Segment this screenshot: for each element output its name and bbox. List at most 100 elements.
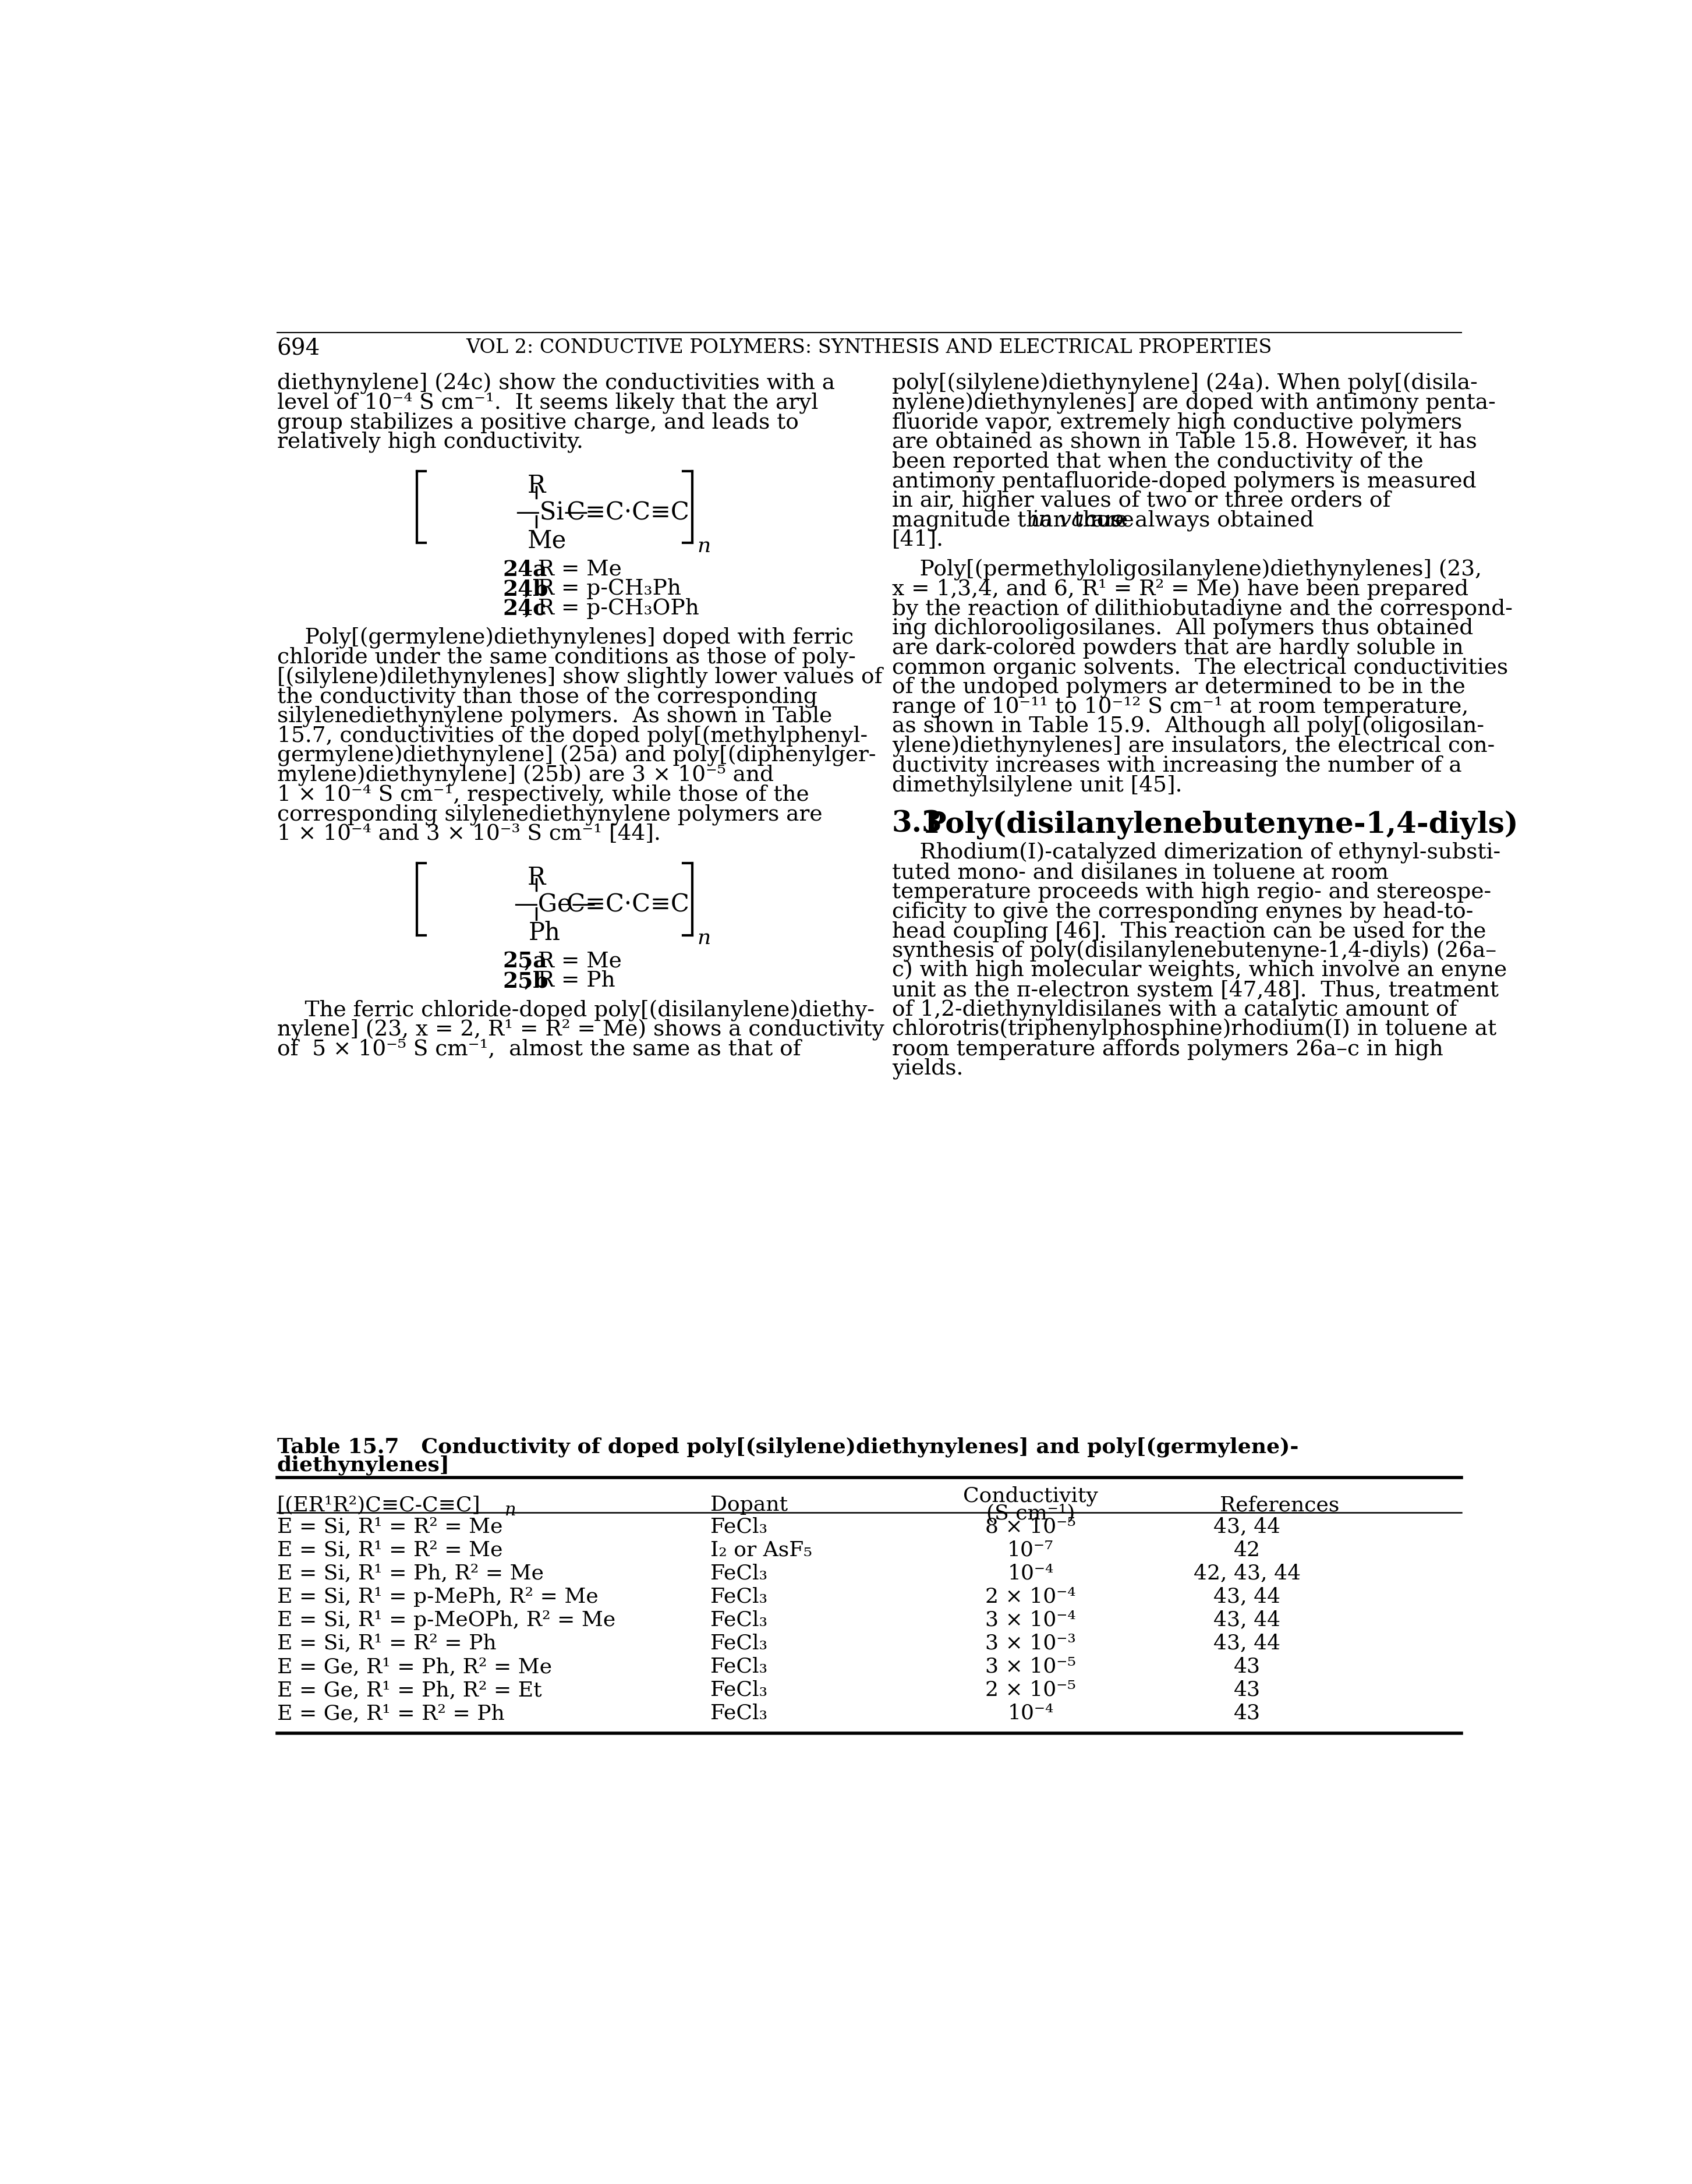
Text: poly[(silylene)diethynylene] (24a). When poly[(disila-: poly[(silylene)diethynylene] (24a). When… — [892, 373, 1477, 395]
Text: FeCl₃: FeCl₃ — [711, 1564, 766, 1583]
Text: 24a: 24a — [503, 559, 547, 581]
Text: by the reaction of dilithiobutadiyne and the correspond-: by the reaction of dilithiobutadiyne and… — [892, 598, 1513, 620]
Text: FeCl₃: FeCl₃ — [711, 1658, 766, 1677]
Text: cificity to give the corresponding enynes by head-to-: cificity to give the corresponding enyne… — [892, 902, 1474, 922]
Text: FeCl₃: FeCl₃ — [711, 1679, 766, 1699]
Text: c) with high molecular weights, which involve an enyne: c) with high molecular weights, which in… — [892, 961, 1508, 981]
Text: 43, 44: 43, 44 — [1213, 1518, 1281, 1538]
Text: E = Si, R¹ = Ph, R² = Me: E = Si, R¹ = Ph, R² = Me — [277, 1564, 543, 1583]
Text: dimethylsilylene unit [45].: dimethylsilylene unit [45]. — [892, 775, 1183, 795]
Text: , R = Me: , R = Me — [525, 950, 621, 972]
Text: I₂ or AsF₅: I₂ or AsF₅ — [711, 1540, 812, 1559]
Text: References: References — [1220, 1496, 1340, 1516]
Text: E = Si, R¹ = R² = Me: E = Si, R¹ = R² = Me — [277, 1540, 503, 1559]
Text: tuted mono- and disilanes in toluene at room: tuted mono- and disilanes in toluene at … — [892, 863, 1389, 882]
Text: E = Si, R¹ = R² = Me: E = Si, R¹ = R² = Me — [277, 1518, 503, 1538]
Text: magnitude than those: magnitude than those — [892, 511, 1140, 531]
Text: relatively high conductivity.: relatively high conductivity. — [277, 432, 584, 452]
Text: 1 × 10⁻⁴ S cm⁻¹, respectively, while those of the: 1 × 10⁻⁴ S cm⁻¹, respectively, while tho… — [277, 784, 809, 806]
Text: n: n — [504, 1503, 516, 1520]
Text: FeCl₃: FeCl₃ — [711, 1518, 766, 1538]
Text: 15.7, conductivities of the doped poly[(methylphenyl-: 15.7, conductivities of the doped poly[(… — [277, 725, 868, 747]
Text: chloride under the same conditions as those of poly-: chloride under the same conditions as th… — [277, 646, 856, 668]
Text: nylene)diethynylenes] are doped with antimony penta-: nylene)diethynylenes] are doped with ant… — [892, 393, 1496, 413]
Text: E = Ge, R¹ = R² = Ph: E = Ge, R¹ = R² = Ph — [277, 1704, 504, 1723]
Text: E = Ge, R¹ = Ph, R² = Et: E = Ge, R¹ = Ph, R² = Et — [277, 1679, 541, 1699]
Text: diethynylene] (24c) show the conductivities with a: diethynylene] (24c) show the conductivit… — [277, 373, 834, 395]
Text: E = Si, R¹ = p-MePh, R² = Me: E = Si, R¹ = p-MePh, R² = Me — [277, 1588, 599, 1607]
Text: fluoride vapor, extremely high conductive polymers: fluoride vapor, extremely high conductiv… — [892, 413, 1462, 432]
Text: 3 × 10⁻⁴: 3 × 10⁻⁴ — [985, 1610, 1076, 1629]
Text: —Si—: —Si— — [514, 500, 589, 524]
Text: 2 × 10⁻⁵: 2 × 10⁻⁵ — [985, 1679, 1076, 1699]
Text: ductivity increases with increasing the number of a: ductivity increases with increasing the … — [892, 756, 1462, 778]
Text: [(ER¹R²)C≡C-C≡C]: [(ER¹R²)C≡C-C≡C] — [277, 1496, 481, 1516]
Text: 694: 694 — [277, 339, 320, 360]
Text: 43, 44: 43, 44 — [1213, 1610, 1281, 1629]
Text: are dark-colored powders that are hardly soluble in: are dark-colored powders that are hardly… — [892, 638, 1464, 660]
Text: 43: 43 — [1233, 1679, 1261, 1699]
Text: germylene)diethynylene] (25a) and poly[(diphenylger-: germylene)diethynylene] (25a) and poly[(… — [277, 745, 876, 767]
Text: 10⁻⁴: 10⁻⁴ — [1007, 1704, 1054, 1723]
Text: R: R — [528, 474, 545, 498]
Text: E = Si, R¹ = R² = Ph: E = Si, R¹ = R² = Ph — [277, 1634, 496, 1653]
Text: [(silylene)dilethynylenes] show slightly lower values of: [(silylene)dilethynylenes] show slightly… — [277, 666, 882, 688]
Text: R = Me: R = Me — [525, 559, 621, 579]
Text: , R = p-CH₃Ph: , R = p-CH₃Ph — [525, 579, 680, 598]
Text: of 1,2-diethynyldisilanes with a catalytic amount of: of 1,2-diethynyldisilanes with a catalyt… — [892, 1000, 1457, 1020]
Text: [41].: [41]. — [892, 529, 944, 550]
Text: , R = p-CH₃OPh: , R = p-CH₃OPh — [525, 598, 699, 618]
Text: as shown in Table 15.9.  Although all poly[(oligosilan-: as shown in Table 15.9. Although all pol… — [892, 716, 1484, 738]
Text: Poly[(germylene)diethynylenes] doped with ferric: Poly[(germylene)diethynylenes] doped wit… — [277, 627, 853, 649]
Text: yields.: yields. — [892, 1057, 963, 1079]
Text: of the undoped polymers ar determined to be in the: of the undoped polymers ar determined to… — [892, 677, 1465, 699]
Text: 25a: 25a — [503, 950, 547, 972]
Text: n: n — [697, 928, 711, 948]
Text: in air, higher values of two or three orders of: in air, higher values of two or three or… — [892, 491, 1391, 511]
Text: the conductivity than those of the corresponding: the conductivity than those of the corre… — [277, 686, 817, 708]
Text: VOL 2: CONDUCTIVE POLYMERS: SYNTHESIS AND ELECTRICAL PROPERTIES: VOL 2: CONDUCTIVE POLYMERS: SYNTHESIS AN… — [467, 339, 1272, 356]
Text: 3 × 10⁻³: 3 × 10⁻³ — [985, 1634, 1076, 1653]
Text: E = Ge, R¹ = Ph, R² = Me: E = Ge, R¹ = Ph, R² = Me — [277, 1658, 552, 1677]
Text: antimony pentafluoride-doped polymers is measured: antimony pentafluoride-doped polymers is… — [892, 472, 1477, 491]
Text: temperature proceeds with high regio- and stereospe-: temperature proceeds with high regio- an… — [892, 882, 1491, 902]
Text: FeCl₃: FeCl₃ — [711, 1704, 766, 1723]
Text: diethynylenes]: diethynylenes] — [277, 1455, 450, 1474]
Text: FeCl₃: FeCl₃ — [711, 1634, 766, 1653]
Text: ing dichlorooligosilanes.  All polymers thus obtained: ing dichlorooligosilanes. All polymers t… — [892, 618, 1474, 640]
Text: 10⁻⁷: 10⁻⁷ — [1007, 1540, 1054, 1559]
Text: FeCl₃: FeCl₃ — [711, 1588, 766, 1607]
Text: Rhodium(I)-catalyzed dimerization of ethynyl-substi-: Rhodium(I)-catalyzed dimerization of eth… — [892, 843, 1501, 865]
Text: Me: Me — [528, 529, 567, 553]
Text: (S cm⁻¹): (S cm⁻¹) — [986, 1503, 1074, 1522]
Text: The ferric chloride-doped poly[(disilanylene)diethy-: The ferric chloride-doped poly[(disilany… — [277, 1000, 875, 1022]
Text: 8 × 10⁻⁵: 8 × 10⁻⁵ — [985, 1518, 1076, 1538]
Text: 42, 43, 44: 42, 43, 44 — [1193, 1564, 1301, 1583]
Text: E = Si, R¹ = p-MeOPh, R² = Me: E = Si, R¹ = p-MeOPh, R² = Me — [277, 1610, 616, 1629]
Text: 24c: 24c — [503, 598, 547, 620]
Text: are obtained as shown in Table 15.8. However, it has: are obtained as shown in Table 15.8. How… — [892, 432, 1477, 452]
Text: been reported that when the conductivity of the: been reported that when the conductivity… — [892, 452, 1423, 472]
Text: range of 10⁻¹¹ to 10⁻¹² S cm⁻¹ at room temperature,: range of 10⁻¹¹ to 10⁻¹² S cm⁻¹ at room t… — [892, 697, 1469, 719]
Text: Poly[(permethyloligosilanylene)diethynylenes] (23,: Poly[(permethyloligosilanylene)diethynyl… — [892, 559, 1482, 581]
Text: 43: 43 — [1233, 1704, 1261, 1723]
Text: chlorotris(triphenylphosphine)rhodium(I) in toluene at: chlorotris(triphenylphosphine)rhodium(I)… — [892, 1020, 1496, 1040]
Text: ylene)diethynylenes] are insulators, the electrical con-: ylene)diethynylenes] are insulators, the… — [892, 736, 1494, 758]
Text: mylene)diethynylene] (25b) are 3 × 10⁻⁵ and: mylene)diethynylene] (25b) are 3 × 10⁻⁵ … — [277, 764, 773, 786]
Text: unit as the π-electron system [47,48].  Thus, treatment: unit as the π-electron system [47,48]. T… — [892, 981, 1499, 1000]
Text: R: R — [528, 865, 545, 891]
Text: 25b: 25b — [503, 970, 548, 992]
Text: Ph: Ph — [528, 922, 560, 946]
Text: 3 × 10⁻⁵: 3 × 10⁻⁵ — [985, 1658, 1076, 1677]
Text: —Ge—: —Ge— — [514, 893, 596, 917]
Text: 43: 43 — [1233, 1658, 1261, 1677]
Text: 24b: 24b — [503, 579, 548, 601]
Text: 42: 42 — [1233, 1540, 1261, 1559]
Text: FeCl₃: FeCl₃ — [711, 1610, 766, 1629]
Text: in vacuo: in vacuo — [1032, 511, 1123, 531]
Text: head coupling [46].  This reaction can be used for the: head coupling [46]. This reaction can be… — [892, 922, 1486, 941]
Text: C≡C·C≡C: C≡C·C≡C — [558, 500, 689, 524]
Text: C≡C·C≡C: C≡C·C≡C — [558, 893, 689, 917]
Text: common organic solvents.  The electrical conductivities: common organic solvents. The electrical … — [892, 657, 1508, 679]
Text: 2 × 10⁻⁴: 2 × 10⁻⁴ — [985, 1588, 1076, 1607]
